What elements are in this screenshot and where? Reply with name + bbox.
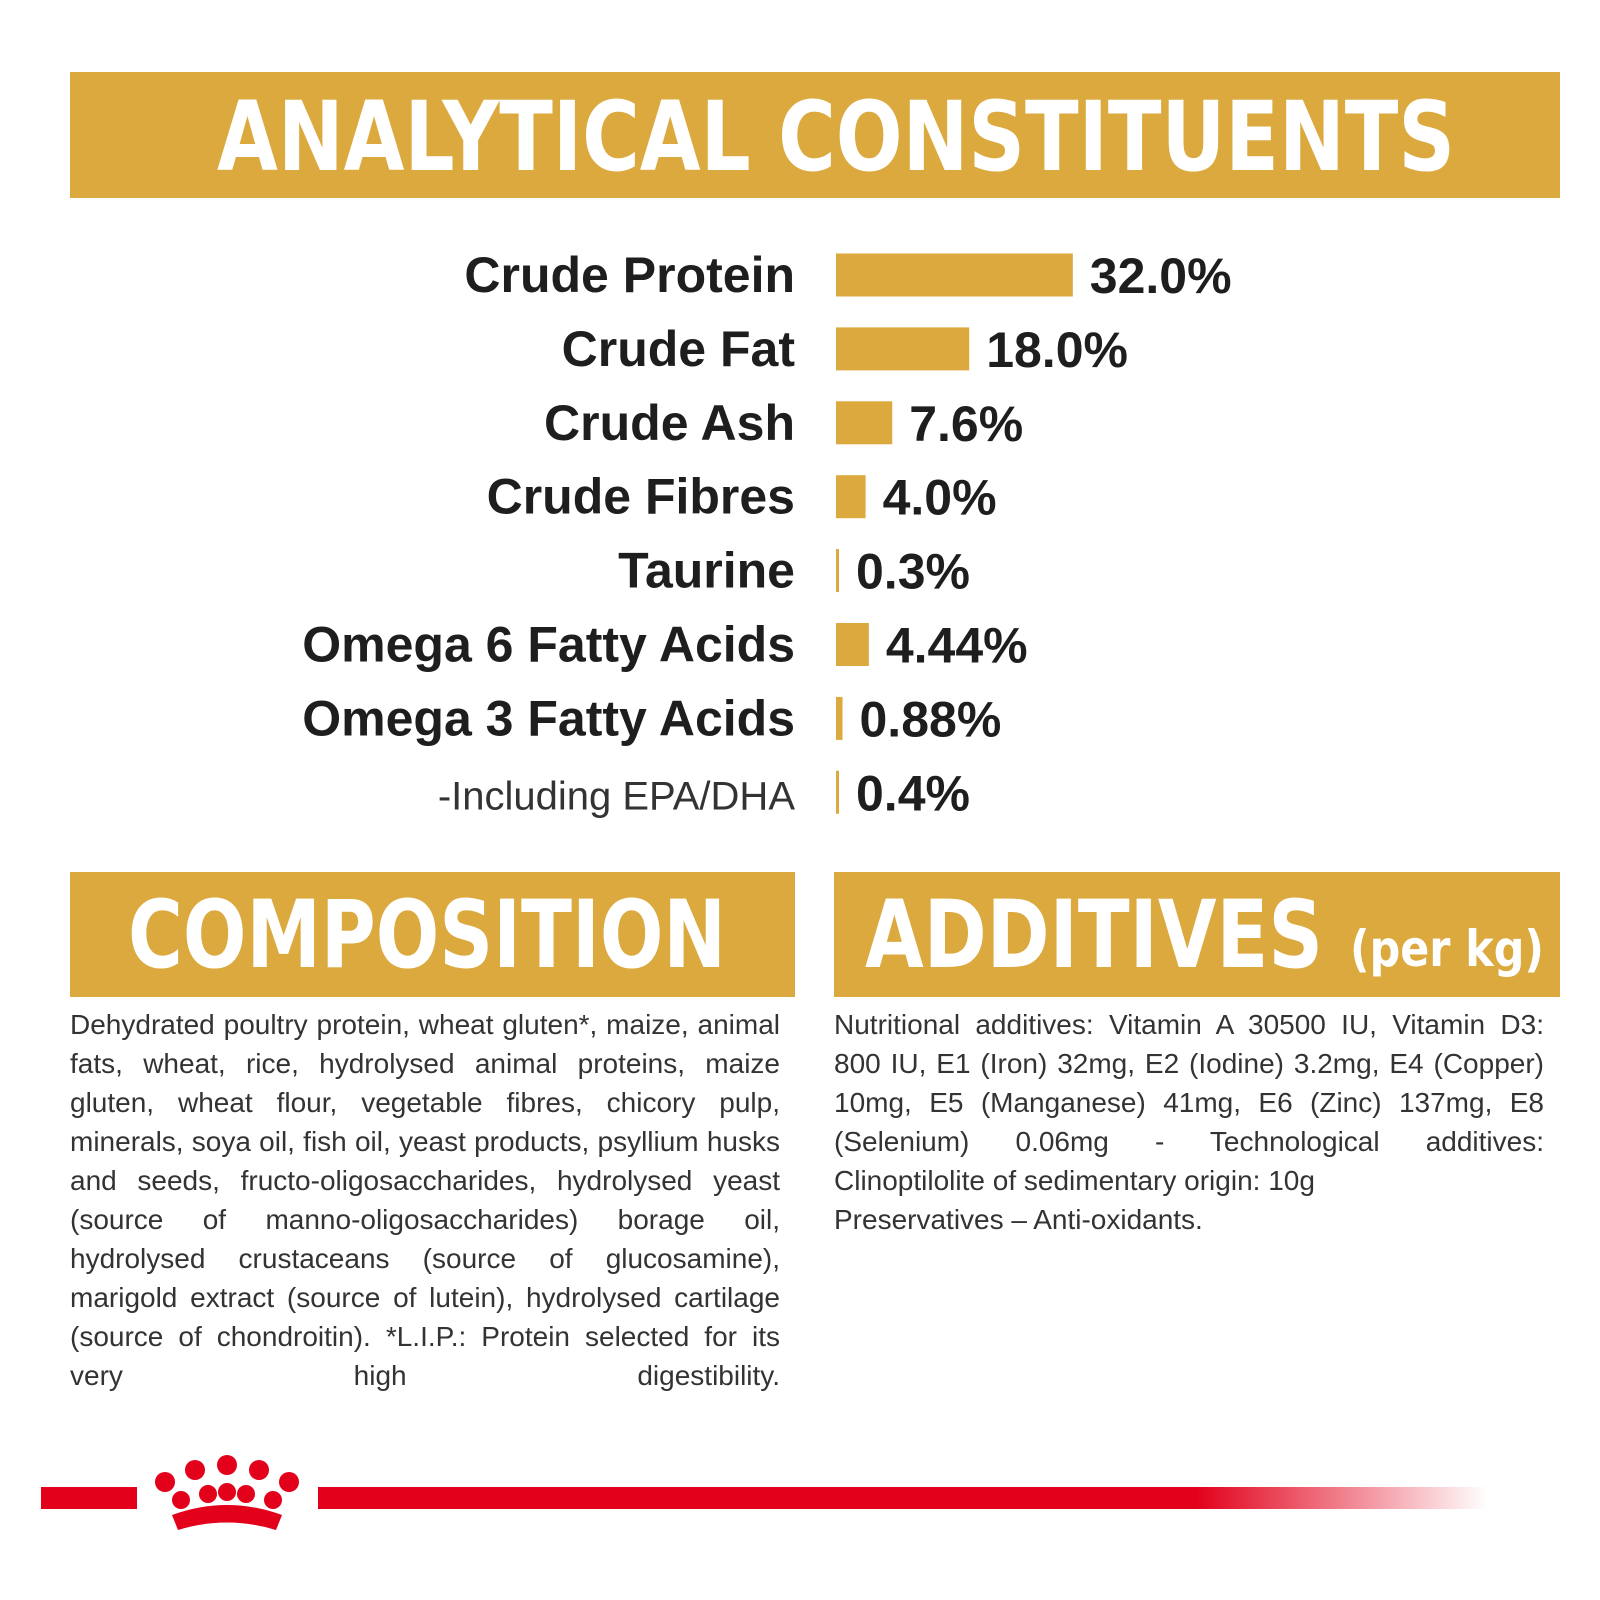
- bar: [836, 696, 843, 740]
- category-label: -Including EPA/DHA: [438, 774, 796, 818]
- value-label: 4.0%: [883, 470, 997, 526]
- value-label: 0.4%: [856, 765, 970, 821]
- category-label: Crude Fat: [562, 321, 796, 377]
- bar: [836, 623, 869, 666]
- additives-note: (per kg): [1350, 920, 1544, 978]
- bar: [836, 327, 970, 371]
- bar: [836, 549, 839, 593]
- footer-line: [41, 1487, 137, 1509]
- chart-title: ANALYTICAL CONSTITUENTS: [217, 81, 1455, 193]
- additives-title: ADDITIVES: [865, 881, 1323, 990]
- value-label: 4.44%: [886, 618, 1028, 674]
- category-label: Crude Ash: [544, 395, 795, 451]
- value-label: 7.6%: [909, 396, 1023, 452]
- bar: [836, 475, 866, 519]
- category-label: Taurine: [618, 543, 795, 599]
- title-banner: [70, 72, 1560, 198]
- category-label: Crude Fibres: [487, 469, 795, 525]
- bar: [836, 401, 893, 445]
- logo: [155, 1455, 299, 1530]
- footer-line: [318, 1487, 1488, 1509]
- additives-paragraph: Nutritional additives: Vitamin A 30500 I…: [834, 1009, 1544, 1196]
- additives-banner: [834, 872, 1560, 997]
- category-label: Omega 6 Fatty Acids: [302, 617, 795, 673]
- additives-paragraph: Preservatives – Anti-oxidants.: [834, 1204, 1203, 1235]
- composition-text: Dehydrated poultry protein, wheat gluten…: [70, 1009, 780, 1391]
- value-label: 18.0%: [986, 322, 1128, 378]
- bar: [836, 253, 1073, 297]
- value-label: 32.0%: [1090, 248, 1232, 304]
- composition-title: COMPOSITION: [128, 881, 726, 990]
- category-label: Crude Protein: [464, 247, 795, 303]
- composition-banner: [70, 872, 795, 997]
- additives-text: Nutritional additives: Vitamin A 30500 I…: [834, 1005, 1544, 1239]
- category-label: Omega 3 Fatty Acids: [302, 690, 795, 746]
- value-label: 0.3%: [856, 544, 970, 600]
- bar-chart: Crude Protein 32.0% Crude Fat 18.0% Crude As…: [302, 247, 1231, 821]
- value-label: 0.88%: [860, 691, 1002, 747]
- bar: [836, 770, 839, 814]
